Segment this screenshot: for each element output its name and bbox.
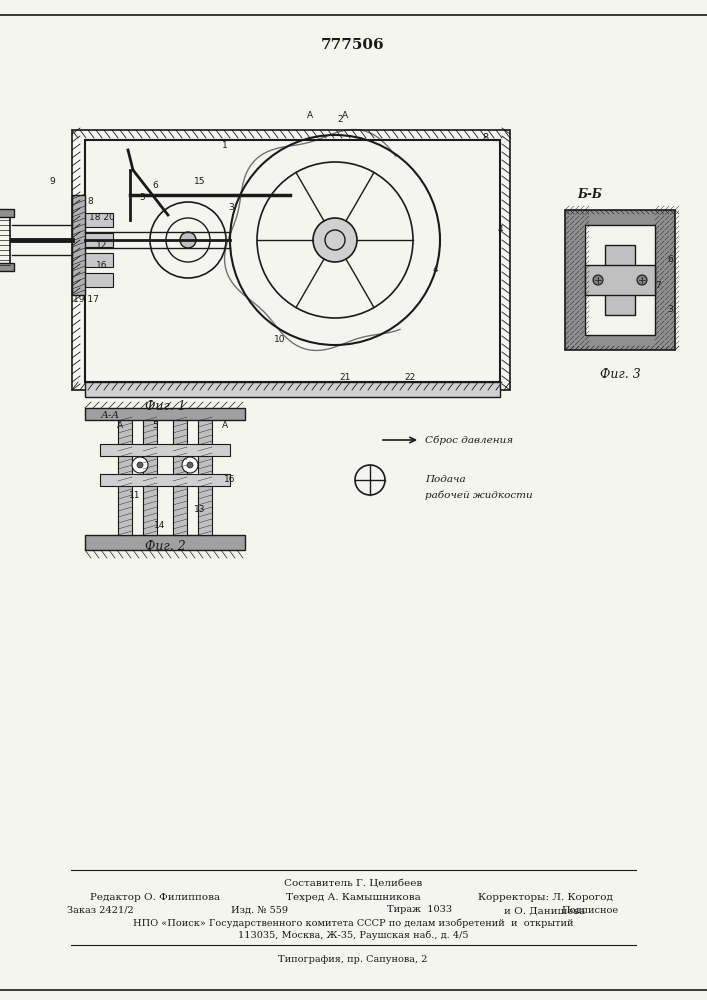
Text: Корректоры: Л. Корогод: Корректоры: Л. Корогод [477, 894, 612, 902]
Text: Подписное: Подписное [561, 906, 619, 914]
Bar [85, 408, 245, 420]
Text: 4: 4 [432, 265, 438, 274]
Bar [85, 382, 500, 397]
Text: 1: 1 [222, 140, 228, 149]
Text: 777506: 777506 [321, 38, 385, 52]
Text: 2: 2 [337, 115, 343, 124]
Text: 6: 6 [667, 255, 673, 264]
Text: A: A [222, 420, 228, 430]
Text: Техред А. Камышникова: Техред А. Камышникова [286, 894, 421, 902]
Circle shape [187, 462, 193, 468]
Bar [0, 263, 14, 271]
Text: 8: 8 [482, 133, 488, 143]
Text: Типография, пр. Сапунова, 2: Типография, пр. Сапунова, 2 [279, 956, 428, 964]
Bar [565, 210, 675, 350]
Circle shape [132, 457, 148, 473]
Text: 113035, Москва, Ж-35, Раушская наб., д. 4/5: 113035, Москва, Ж-35, Раушская наб., д. … [238, 930, 468, 940]
Bar [0, 215, 10, 265]
Text: Составитель Г. Целибеев: Составитель Г. Целибеев [284, 880, 422, 888]
Text: Тираж  1033: Тираж 1033 [387, 906, 452, 914]
Bar [585, 265, 655, 295]
Text: 14: 14 [154, 520, 165, 530]
Text: 3: 3 [228, 202, 234, 212]
Text: Сброс давления: Сброс давления [425, 435, 513, 445]
Circle shape [637, 275, 647, 285]
Text: рабочей жидкости: рабочей жидкости [425, 490, 532, 500]
Text: 6: 6 [152, 180, 158, 190]
Bar [143, 415, 157, 535]
Text: 5: 5 [139, 192, 145, 202]
Text: 10: 10 [274, 336, 286, 344]
Text: 13: 13 [194, 506, 206, 514]
Text: 18 20: 18 20 [89, 214, 115, 223]
Bar [605, 245, 635, 315]
Bar [83, 213, 113, 227]
Text: 5: 5 [152, 420, 158, 430]
Text: 16: 16 [96, 260, 107, 269]
Text: A: A [117, 420, 123, 430]
Bar [0, 209, 14, 217]
Bar [173, 415, 187, 535]
Text: Заказ 2421/2: Заказ 2421/2 [66, 906, 134, 914]
Text: 19 17: 19 17 [73, 296, 99, 304]
Text: Б-Б: Б-Б [578, 188, 602, 202]
Text: Подача: Подача [425, 476, 466, 485]
Circle shape [182, 457, 198, 473]
Text: A: A [307, 110, 313, 119]
Bar [85, 535, 245, 550]
Text: А-А: А-А [100, 410, 119, 420]
Text: A: A [342, 110, 348, 119]
Text: 11: 11 [129, 490, 141, 499]
Text: 7: 7 [655, 280, 661, 290]
Bar [100, 474, 230, 486]
Text: Фиг. 3: Фиг. 3 [600, 368, 641, 381]
Text: Изд. № 559: Изд. № 559 [231, 906, 288, 914]
Circle shape [593, 275, 603, 285]
Text: 15: 15 [194, 178, 206, 186]
Circle shape [180, 232, 196, 248]
Text: 9: 9 [49, 178, 55, 186]
Circle shape [313, 218, 357, 262]
Text: 16: 16 [224, 476, 235, 485]
Text: 22: 22 [404, 372, 416, 381]
Text: 8: 8 [87, 198, 93, 207]
Bar [83, 233, 113, 247]
Bar [585, 225, 655, 335]
Text: Редактор О. Филиппова: Редактор О. Филиппова [90, 894, 220, 902]
Text: Фиг. 2: Фиг. 2 [145, 540, 185, 553]
Bar [118, 415, 132, 535]
Text: НПО «Поиск» Государственного комитета СССР по делам изобретений  и  открытий: НПО «Поиск» Государственного комитета СС… [133, 918, 573, 928]
Circle shape [137, 462, 143, 468]
Bar [83, 253, 113, 267]
Text: 3: 3 [667, 306, 673, 314]
Text: и О. Данишева: и О. Данишева [504, 906, 585, 916]
Bar [198, 415, 212, 535]
Bar [100, 444, 230, 456]
Text: 4: 4 [497, 226, 503, 234]
Text: 21: 21 [339, 372, 351, 381]
Bar [72, 195, 85, 295]
Bar [83, 273, 113, 287]
Text: Фиг. 1: Фиг. 1 [145, 400, 185, 413]
Text: 12: 12 [96, 240, 107, 249]
